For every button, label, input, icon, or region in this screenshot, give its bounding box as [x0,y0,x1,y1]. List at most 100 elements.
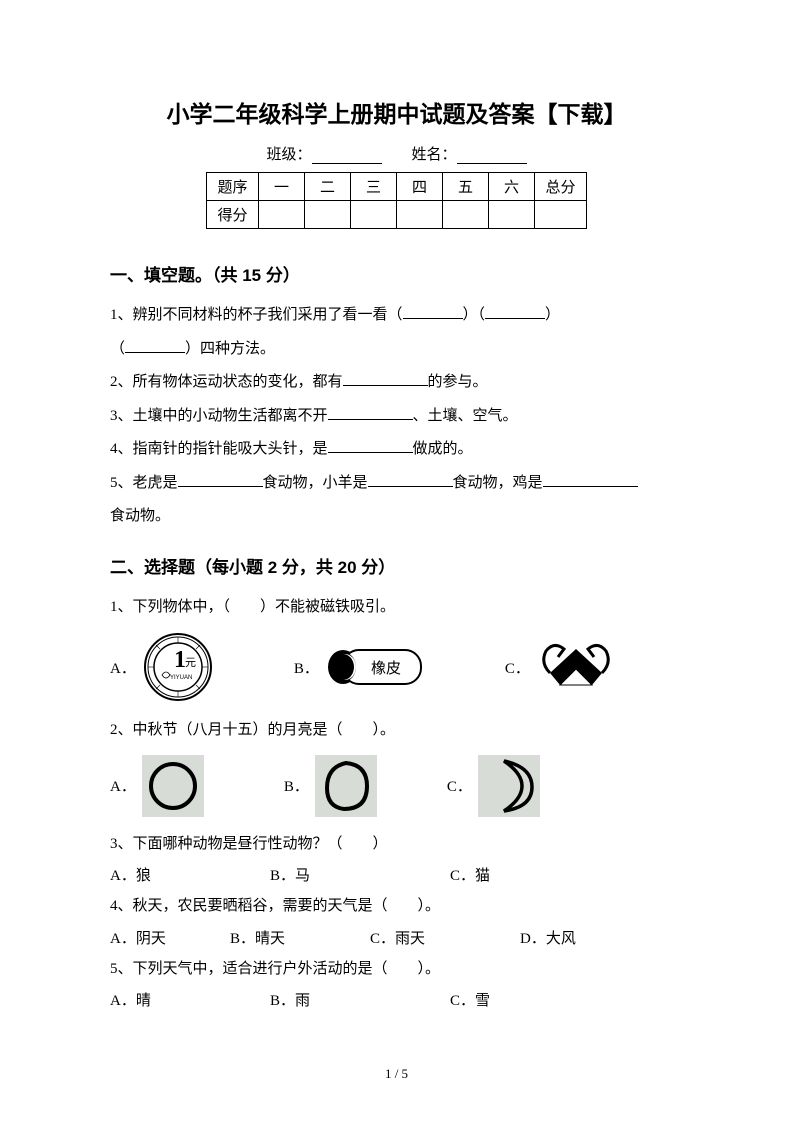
s2-q5: 5、下列天气中，适合进行户外活动的是（ ）。 [110,954,683,986]
td-blank [535,201,587,229]
td-score-label: 得分 [207,201,259,229]
s1-q2: 2、所有物体运动状态的变化，都有 的参与。 [110,367,683,399]
name-blank [457,148,527,164]
text: 食动物。 [110,508,170,524]
option-C: C．猫 [450,864,590,885]
section1-heading: 一、填空题。（共 15 分） [110,261,683,286]
blank [543,472,638,487]
option-B: B．马 [270,864,450,885]
option-A: A． 1 元 YIYUAN [110,631,214,703]
eraser-icon: 橡皮 [325,643,435,691]
s2-q1: 1、下列物体中，（ ）不能被磁铁吸引。 [110,592,683,624]
table-row: 题序 一 二 三 四 五 六 总分 [207,173,587,201]
text: 3、土壤中的小动物生活都离不开 [110,408,328,424]
text: 食动物，小羊是 [263,475,368,491]
s2-q3-options: A．狼 B．马 C．猫 [110,864,683,885]
td-blank [305,201,351,229]
opt-label-C: C． [447,775,472,796]
th-6: 六 [489,173,535,201]
page-number: 1 / 5 [0,1066,793,1082]
s1-q1: 1、辨别不同材料的杯子我们采用了看一看（ ）（ ） [110,300,683,332]
text: ） [545,307,560,323]
blank [368,472,453,487]
text: 的参与。 [428,374,488,390]
blank [485,304,545,319]
th-3: 三 [351,173,397,201]
s1-q5-line2: 食动物。 [110,501,683,533]
option-B: B． [284,755,377,817]
binder-clip-icon [536,639,618,695]
moon-full-icon [142,755,204,817]
opt-label-A: A． [110,775,136,796]
text: 5、老虎是 [110,475,178,491]
text: 、土壤、空气。 [413,408,518,424]
option-C: C．雪 [450,989,590,1010]
blank [125,338,185,353]
text: ）（ [463,307,486,323]
moon-crescent-icon [478,755,540,817]
blank [403,304,463,319]
s2-q2: 2、中秋节（八月十五）的月亮是（ ）。 [110,715,683,747]
option-B: B． 橡皮 [294,643,435,691]
s1-q3: 3、土壤中的小动物生活都离不开 、土壤、空气。 [110,401,683,433]
moon-gibbous-icon [315,755,377,817]
s1-q1-line2: （ ）四种方法。 [110,334,683,366]
th-1: 一 [259,173,305,201]
option-A: A．阴天 [110,927,230,948]
opt-label-B: B． [294,657,319,678]
option-D: D．大风 [520,927,620,948]
option-C: C． [505,639,618,695]
text: 4、指南针的指针能吸大头针，是 [110,441,328,457]
blank [178,472,263,487]
th-4: 四 [397,173,443,201]
s1-q4: 4、指南针的指针能吸大头针，是 做成的。 [110,434,683,466]
svg-text:橡皮: 橡皮 [371,660,401,677]
option-B: B．晴天 [230,927,370,948]
text: （ [110,341,125,357]
s2-q1-options: A． 1 元 YIYUAN B． [110,631,683,703]
text: 2、所有物体运动状态的变化，都有 [110,374,343,390]
score-table: 题序 一 二 三 四 五 六 总分 得分 [206,172,587,229]
option-C: C． [447,755,540,817]
s2-q2-options: A． B． C． [110,755,683,817]
opt-label-A: A． [110,657,136,678]
class-blank [312,148,382,164]
class-label: 班级： [266,147,311,163]
name-label: 姓名： [412,147,457,163]
td-blank [397,201,443,229]
option-B: B．雨 [270,989,450,1010]
text: 食动物，鸡是 [453,475,543,491]
blank [343,371,428,386]
blank [328,438,413,453]
s1-q5: 5、老虎是 食动物，小羊是 食动物，鸡是 [110,468,683,500]
s2-q5-options: A．晴 B．雨 C．雪 [110,989,683,1010]
table-row: 得分 [207,201,587,229]
coin-icon: 1 元 YIYUAN [142,631,214,703]
th-total: 总分 [535,173,587,201]
opt-label-C: C． [505,657,530,678]
td-blank [489,201,535,229]
text: 做成的。 [413,441,473,457]
opt-label-B: B． [284,775,309,796]
td-blank [351,201,397,229]
text: ）四种方法。 [185,341,275,357]
option-A: A．狼 [110,864,270,885]
page-title: 小学二年级科学上册期中试题及答案【下载】 [110,95,683,129]
td-blank [259,201,305,229]
option-A: A．晴 [110,989,270,1010]
s2-q3: 3、下面哪种动物是昼行性动物？（ ） [110,829,683,861]
blank [328,405,413,420]
th-5: 五 [443,173,489,201]
s2-q4-options: A．阴天 B．晴天 C．雨天 D．大风 [110,927,683,948]
text: 1、辨别不同材料的杯子我们采用了看一看（ [110,307,403,323]
td-blank [443,201,489,229]
section2-heading: 二、选择题（每小题 2 分，共 20 分） [110,553,683,578]
option-C: C．雨天 [370,927,520,948]
s2-q4: 4、秋天，农民要晒稻谷，需要的天气是（ ）。 [110,891,683,923]
th-seq: 题序 [207,173,259,201]
svg-text:YIYUAN: YIYUAN [170,675,192,681]
option-A: A． [110,755,204,817]
info-line: 班级： 姓名： [110,143,683,164]
svg-text:元: 元 [185,657,196,669]
th-2: 二 [305,173,351,201]
